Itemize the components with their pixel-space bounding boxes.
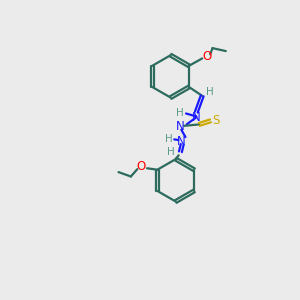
Text: H: H xyxy=(176,109,183,118)
Text: H: H xyxy=(165,134,173,144)
Text: N: N xyxy=(176,120,185,133)
Text: O: O xyxy=(136,160,146,173)
Text: H: H xyxy=(167,147,174,158)
Text: O: O xyxy=(202,50,211,63)
Text: N: N xyxy=(177,135,186,148)
Text: H: H xyxy=(206,87,214,97)
Text: S: S xyxy=(212,114,219,127)
Text: N: N xyxy=(192,111,201,124)
